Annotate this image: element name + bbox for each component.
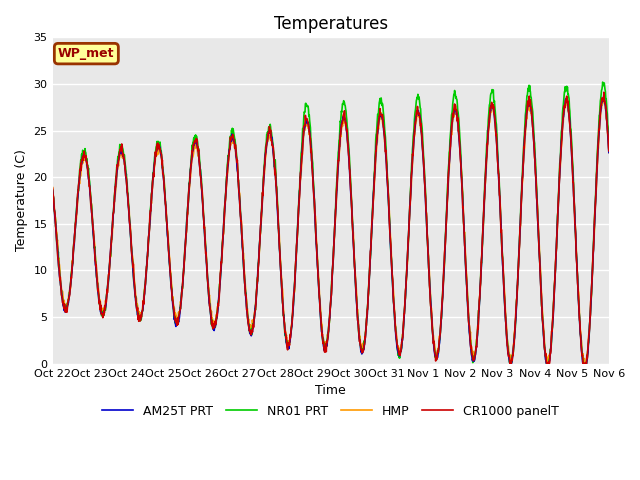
CR1000 panelT <box>605 148 612 154</box>
HMP <box>49 184 56 190</box>
AM25T PRT <box>490 107 497 113</box>
HMP <box>159 164 166 170</box>
HMP <box>605 150 612 156</box>
HMP <box>490 108 497 114</box>
Text: WP_met: WP_met <box>58 47 115 60</box>
CR1000 panelT <box>506 361 514 367</box>
AM25T PRT <box>506 361 514 367</box>
NR01 PRT <box>540 325 547 331</box>
HMP <box>172 312 180 318</box>
NR01 PRT <box>599 79 607 85</box>
AM25T PRT <box>159 168 166 173</box>
AM25T PRT <box>540 324 547 330</box>
AM25T PRT <box>417 124 425 130</box>
AM25T PRT <box>605 150 612 156</box>
Line: HMP: HMP <box>52 99 609 364</box>
CR1000 panelT <box>49 185 56 191</box>
NR01 PRT <box>605 142 612 148</box>
NR01 PRT <box>172 320 180 325</box>
NR01 PRT <box>49 188 56 193</box>
Title: Temperatures: Temperatures <box>274 15 388 33</box>
HMP <box>599 96 607 102</box>
NR01 PRT <box>506 361 514 367</box>
CR1000 panelT <box>540 323 547 328</box>
NR01 PRT <box>417 115 425 120</box>
HMP <box>545 361 552 367</box>
AM25T PRT <box>172 320 180 326</box>
CR1000 panelT <box>159 171 166 177</box>
HMP <box>235 177 243 183</box>
AM25T PRT <box>600 94 607 100</box>
NR01 PRT <box>159 166 166 172</box>
CR1000 panelT <box>172 320 180 325</box>
CR1000 panelT <box>235 182 243 188</box>
Line: CR1000 panelT: CR1000 panelT <box>52 92 609 364</box>
AM25T PRT <box>49 187 56 193</box>
NR01 PRT <box>490 96 497 102</box>
HMP <box>539 315 547 321</box>
HMP <box>417 127 425 133</box>
NR01 PRT <box>235 180 243 186</box>
AM25T PRT <box>235 181 243 187</box>
Line: AM25T PRT: AM25T PRT <box>52 97 609 364</box>
X-axis label: Time: Time <box>316 384 346 397</box>
Legend: AM25T PRT, NR01 PRT, HMP, CR1000 panelT: AM25T PRT, NR01 PRT, HMP, CR1000 panelT <box>97 400 564 423</box>
Line: NR01 PRT: NR01 PRT <box>52 82 609 364</box>
Y-axis label: Temperature (C): Temperature (C) <box>15 150 28 252</box>
CR1000 panelT <box>600 89 608 95</box>
CR1000 panelT <box>490 104 497 109</box>
CR1000 panelT <box>417 121 425 127</box>
